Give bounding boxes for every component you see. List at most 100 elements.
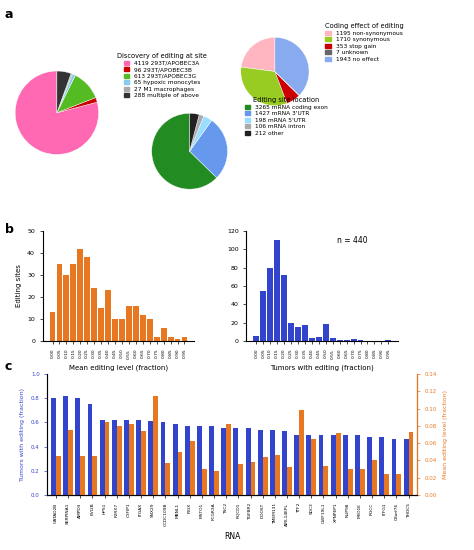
Bar [282, 431, 287, 495]
Bar [168, 337, 173, 341]
Bar [174, 339, 181, 341]
Bar [141, 431, 146, 495]
Bar [392, 439, 396, 495]
Bar [77, 249, 83, 341]
Wedge shape [190, 116, 212, 151]
Bar [221, 428, 226, 495]
Bar [385, 340, 391, 341]
Bar [182, 337, 187, 341]
Wedge shape [241, 67, 287, 106]
Bar [91, 288, 97, 341]
Bar [309, 338, 315, 341]
Bar [288, 323, 294, 341]
Bar [154, 337, 160, 341]
Bar [202, 469, 207, 495]
Bar [267, 268, 273, 341]
Bar [117, 426, 122, 495]
X-axis label: Mean editing level (fraction): Mean editing level (fraction) [69, 364, 168, 371]
Text: n = 440: n = 440 [337, 236, 368, 245]
Bar [105, 421, 109, 495]
Bar [295, 327, 301, 341]
Bar [337, 340, 343, 341]
Legend: 3265 mRNA coding exon, 1427 mRNA 3'UTR, 198 mRNA 5'UTR, 106 mRNA intron, 212 oth: 3265 mRNA coding exon, 1427 mRNA 3'UTR, … [245, 97, 328, 136]
Bar [330, 338, 336, 341]
Bar [367, 437, 372, 495]
Legend: 1195 non-synonymous, 1710 synonymous, 353 stop gain, 7 unknown, 1943 no effect: 1195 non-synonymous, 1710 synonymous, 35… [325, 23, 403, 62]
Bar [311, 439, 316, 495]
Bar [124, 420, 129, 495]
Bar [379, 437, 384, 495]
Bar [161, 422, 165, 495]
Bar [147, 319, 153, 341]
Bar [323, 323, 329, 341]
Bar [100, 420, 105, 495]
Bar [226, 424, 231, 495]
Y-axis label: Editing sites: Editing sites [16, 265, 22, 307]
Bar [214, 471, 219, 495]
Bar [185, 426, 190, 495]
Bar [126, 306, 132, 341]
Bar [56, 264, 63, 341]
Bar [409, 432, 413, 495]
Bar [274, 240, 280, 341]
Bar [50, 312, 55, 341]
Y-axis label: Tumors with editing (fraction): Tumors with editing (fraction) [20, 388, 26, 481]
Bar [178, 452, 182, 495]
Bar [140, 315, 146, 341]
Wedge shape [275, 72, 299, 103]
Bar [209, 426, 214, 495]
Wedge shape [152, 113, 217, 189]
Bar [51, 398, 56, 495]
Bar [92, 456, 97, 495]
Bar [336, 433, 340, 495]
Bar [294, 434, 299, 495]
Bar [254, 337, 259, 341]
Bar [396, 474, 401, 495]
Bar [404, 439, 409, 495]
Text: b: b [5, 223, 14, 236]
Bar [302, 324, 308, 341]
Bar [360, 469, 365, 495]
Bar [56, 456, 61, 495]
Bar [84, 257, 90, 341]
Text: c: c [5, 360, 12, 373]
Bar [351, 339, 356, 341]
Bar [238, 464, 243, 495]
Bar [119, 319, 125, 341]
Bar [161, 328, 166, 341]
Bar [165, 463, 170, 495]
Wedge shape [15, 71, 99, 155]
Bar [355, 434, 360, 495]
Wedge shape [275, 37, 309, 95]
Bar [75, 398, 80, 495]
Bar [316, 337, 322, 341]
X-axis label: RNA: RNA [224, 532, 240, 541]
Bar [246, 428, 250, 495]
Bar [63, 396, 68, 495]
Bar [344, 340, 350, 341]
Bar [68, 430, 73, 495]
Bar [323, 466, 328, 495]
Bar [153, 395, 158, 495]
Bar [357, 340, 364, 341]
Wedge shape [241, 37, 275, 72]
Bar [234, 428, 238, 495]
Wedge shape [190, 120, 228, 178]
Bar [88, 404, 92, 495]
Wedge shape [190, 114, 204, 151]
Bar [263, 457, 267, 495]
Bar [258, 430, 263, 495]
Bar [98, 308, 104, 341]
Bar [307, 434, 311, 495]
Wedge shape [57, 74, 73, 113]
Bar [133, 306, 139, 341]
Bar [348, 469, 353, 495]
Bar [136, 420, 141, 495]
Wedge shape [57, 97, 97, 113]
Bar [148, 421, 153, 495]
Bar [173, 424, 178, 495]
Bar [112, 420, 117, 495]
Bar [71, 264, 76, 341]
Bar [260, 290, 266, 341]
Y-axis label: Mean editing level (fraction): Mean editing level (fraction) [443, 390, 447, 479]
